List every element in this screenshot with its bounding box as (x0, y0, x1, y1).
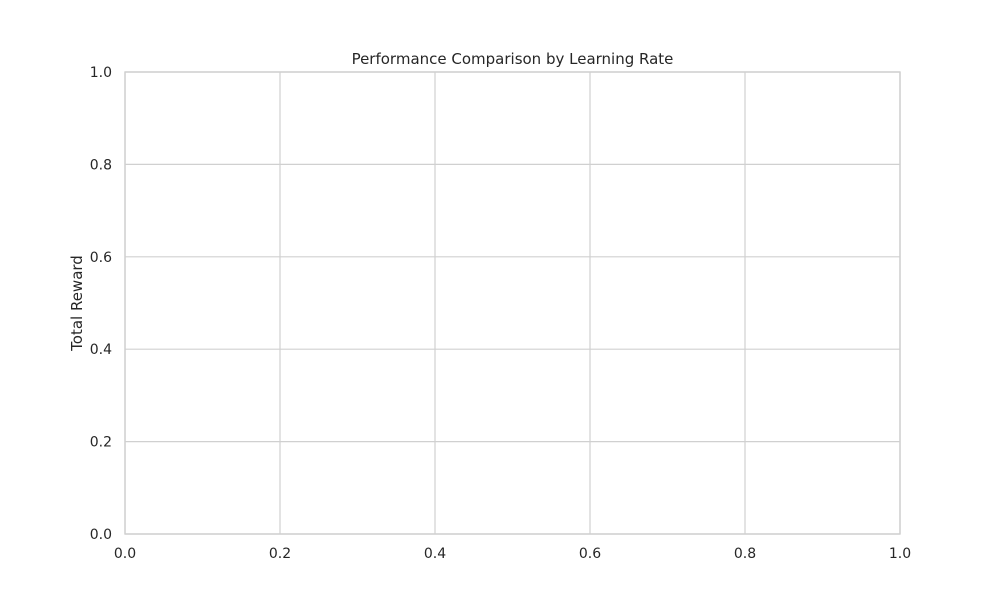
y-tick-label-2: 0.4 (90, 342, 112, 358)
y-tick-label-5: 1.0 (90, 65, 112, 81)
x-tick-label-0: 0.0 (114, 546, 136, 562)
plot-frame (124, 71, 901, 535)
y-tick-label-0: 0.0 (90, 527, 112, 543)
x-tick-label-4: 0.8 (734, 546, 756, 562)
x-tick-label-3: 0.6 (579, 546, 601, 562)
y-axis-label: Total Reward (68, 255, 86, 352)
chart-title: Performance Comparison by Learning Rate (352, 50, 674, 68)
y-tick-label-4: 0.8 (90, 157, 112, 173)
plot-area (124, 71, 901, 535)
y-tick-label-1: 0.2 (90, 435, 112, 451)
x-tick-label-2: 0.4 (424, 546, 446, 562)
y-axis: 0.0 0.2 0.4 0.6 0.8 1.0 (90, 65, 112, 543)
x-tick-label-1: 0.2 (269, 546, 291, 562)
x-axis: 0.0 0.2 0.4 0.6 0.8 1.0 (114, 546, 911, 562)
y-tick-label-3: 0.6 (90, 250, 112, 266)
x-tick-label-5: 1.0 (889, 546, 911, 562)
